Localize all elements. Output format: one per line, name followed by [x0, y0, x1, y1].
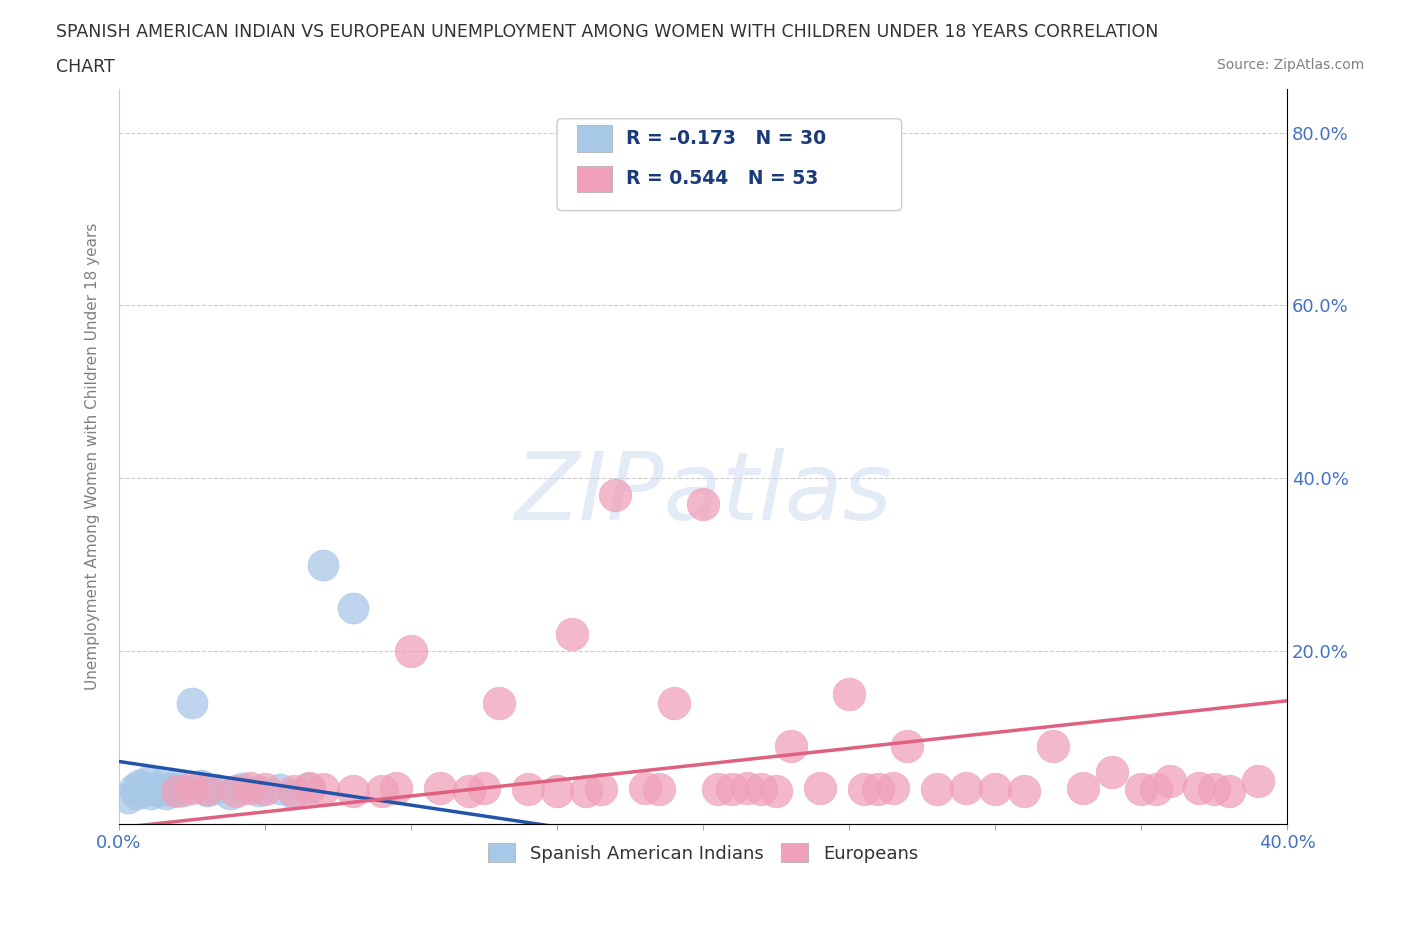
Point [1101, 764, 1123, 779]
Point [838, 686, 860, 701]
Point [1130, 782, 1153, 797]
Point [157, 780, 180, 795]
Point [1159, 773, 1181, 788]
Point [117, 790, 139, 805]
Point [152, 782, 174, 797]
Point [312, 557, 335, 572]
Point [155, 786, 177, 801]
Point [1247, 773, 1270, 788]
Text: CHART: CHART [56, 58, 115, 75]
Point [166, 782, 188, 797]
Point [181, 696, 204, 711]
Text: Source: ZipAtlas.com: Source: ZipAtlas.com [1216, 58, 1364, 72]
Bar [576, 126, 612, 152]
Point [122, 782, 145, 797]
Point [136, 773, 159, 788]
Text: R = 0.544   N = 53: R = 0.544 N = 53 [626, 169, 818, 189]
Point [706, 782, 728, 797]
Point [298, 780, 321, 795]
Point [385, 780, 408, 795]
Point [247, 784, 270, 799]
Point [1014, 784, 1036, 799]
Point [149, 777, 172, 792]
Point [190, 777, 212, 792]
Point [131, 784, 153, 799]
Point [955, 780, 977, 795]
Point [160, 784, 183, 799]
Point [735, 780, 758, 795]
Point [779, 738, 801, 753]
Point [181, 780, 204, 795]
Point [195, 782, 218, 797]
Point [765, 784, 787, 799]
Point [488, 696, 510, 711]
Point [472, 780, 495, 795]
Point [254, 782, 277, 797]
Point [1188, 780, 1211, 795]
Legend: Spanish American Indians, Europeans: Spanish American Indians, Europeans [481, 836, 925, 870]
Point [808, 780, 831, 795]
Point [589, 782, 612, 797]
Point [269, 782, 291, 797]
Point [692, 497, 714, 512]
Point [868, 782, 890, 797]
Point [204, 782, 226, 797]
Point [239, 780, 262, 795]
Y-axis label: Unemployment Among Women with Children Under 18 years: Unemployment Among Women with Children U… [86, 223, 100, 690]
Point [662, 696, 685, 711]
Point [429, 780, 451, 795]
FancyBboxPatch shape [557, 119, 901, 210]
Point [195, 784, 218, 799]
Point [575, 784, 598, 799]
Point [516, 782, 538, 797]
Point [458, 784, 481, 799]
Point [1071, 780, 1094, 795]
Point [1144, 782, 1167, 797]
Point [125, 786, 148, 801]
Point [225, 784, 247, 799]
Point [231, 780, 253, 795]
Point [751, 782, 773, 797]
Point [163, 777, 186, 792]
Point [984, 782, 1007, 797]
Point [882, 780, 904, 795]
Point [1042, 738, 1064, 753]
Text: R = -0.173   N = 30: R = -0.173 N = 30 [626, 129, 827, 148]
Point [925, 782, 948, 797]
Point [852, 782, 875, 797]
Point [648, 782, 671, 797]
Point [342, 601, 364, 616]
Text: ZIPatlas: ZIPatlas [515, 448, 891, 538]
Point [561, 626, 583, 641]
Point [896, 738, 918, 753]
Point [141, 786, 163, 801]
Point [371, 784, 394, 799]
Point [721, 782, 744, 797]
Point [605, 488, 627, 503]
Point [166, 784, 188, 799]
Point [298, 780, 321, 795]
Point [399, 644, 422, 658]
Point [134, 780, 156, 795]
Point [283, 784, 305, 799]
Point [219, 786, 242, 801]
Point [128, 777, 150, 792]
Point [634, 780, 657, 795]
Point [546, 784, 568, 799]
Point [1204, 782, 1226, 797]
Point [143, 782, 166, 797]
Point [172, 784, 194, 799]
Point [312, 782, 335, 797]
Point [1218, 784, 1240, 799]
Text: SPANISH AMERICAN INDIAN VS EUROPEAN UNEMPLOYMENT AMONG WOMEN WITH CHILDREN UNDER: SPANISH AMERICAN INDIAN VS EUROPEAN UNEM… [56, 23, 1159, 41]
Point [342, 784, 364, 799]
Point [283, 786, 305, 801]
Bar [576, 166, 612, 193]
Point [146, 784, 169, 799]
